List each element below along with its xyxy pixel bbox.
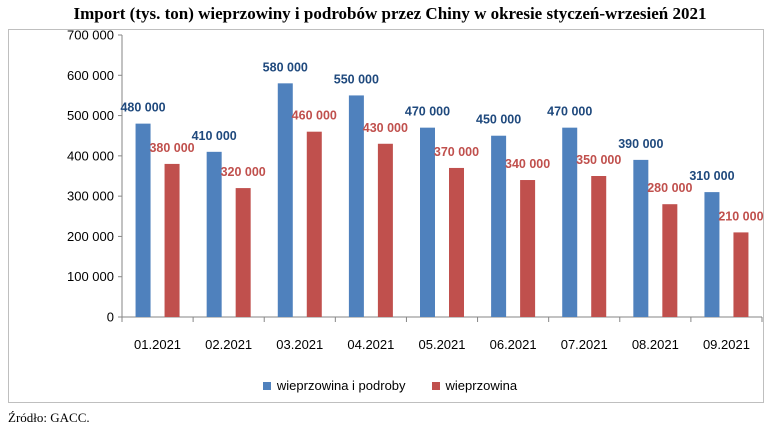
- y-tick-label: 400 000: [67, 148, 114, 163]
- data-label: 390 000: [618, 137, 663, 151]
- data-label: 580 000: [263, 60, 308, 74]
- bar-series-1: [562, 127, 578, 318]
- y-tick-label: 300 000: [67, 189, 114, 204]
- legend-swatch-red: [431, 381, 440, 390]
- legend-item-series-1: wieprzowina i podroby: [262, 378, 406, 393]
- y-tick-label: 700 000: [67, 28, 114, 43]
- bar-series-1: [277, 83, 293, 317]
- data-label: 320 000: [221, 165, 266, 179]
- x-tick-label: 07.2021: [561, 337, 608, 352]
- x-tick-label: 01.2021: [134, 337, 181, 352]
- legend-item-series-2: wieprzowina: [431, 378, 518, 393]
- data-label: 450 000: [476, 113, 521, 127]
- data-label: 210 000: [718, 209, 763, 223]
- bar-series-1: [135, 123, 151, 317]
- y-tick-label: 200 000: [67, 229, 114, 244]
- y-tick-label: 600 000: [67, 68, 114, 83]
- y-tick-label: 0: [107, 310, 114, 325]
- x-tick-label: 05.2021: [419, 337, 466, 352]
- y-tick-label: 500 000: [67, 108, 114, 123]
- legend-swatch-blue: [262, 381, 271, 390]
- chart-bars: [135, 83, 749, 318]
- bar-series-2: [235, 188, 251, 317]
- bar-series-1: [704, 192, 720, 317]
- bar-series-1: [348, 95, 364, 317]
- data-label: 280 000: [647, 181, 692, 195]
- bar-series-1: [633, 159, 649, 317]
- data-label: 470 000: [405, 105, 450, 119]
- bar-series-2: [662, 204, 678, 317]
- bar-series-1: [206, 151, 222, 317]
- data-label: 350 000: [576, 153, 621, 167]
- y-tick-label: 100 000: [67, 269, 114, 284]
- bar-series-2: [733, 232, 749, 317]
- data-label: 370 000: [434, 145, 479, 159]
- bar-series-2: [164, 163, 180, 317]
- x-tick-label: 08.2021: [632, 337, 679, 352]
- bar-series-2: [520, 180, 536, 317]
- data-label: 310 000: [689, 169, 734, 183]
- x-tick-label: 04.2021: [347, 337, 394, 352]
- source-note: Źródło: GACC.: [8, 410, 90, 425]
- bar-series-1: [491, 135, 507, 317]
- data-label: 380 000: [149, 141, 194, 155]
- legend-label-series-2: wieprzowina: [445, 378, 518, 393]
- legend-label-series-1: wieprzowina i podroby: [276, 378, 406, 393]
- x-tick-label: 06.2021: [490, 337, 537, 352]
- bar-series-2: [591, 176, 607, 317]
- bar-series-2: [377, 143, 393, 317]
- data-label: 550 000: [334, 72, 379, 86]
- data-label: 460 000: [292, 109, 337, 123]
- data-label: 470 000: [547, 105, 592, 119]
- data-label: 480 000: [120, 101, 165, 115]
- x-tick-label: 02.2021: [205, 337, 252, 352]
- data-label: 340 000: [505, 157, 550, 171]
- bar-series-2: [449, 167, 464, 317]
- x-tick-label: 09.2021: [703, 337, 750, 352]
- bar-series-2: [306, 131, 322, 317]
- chart-axes: 0 100 000 200 000 300 000 400 000 500 000 600 …: [67, 28, 763, 352]
- data-label: 410 000: [192, 129, 237, 143]
- data-label: 430 000: [363, 121, 408, 135]
- chart-legend: wieprzowina i podroby wieprzowina: [0, 378, 780, 393]
- bar-series-1: [420, 127, 435, 318]
- x-tick-label: 03.2021: [276, 337, 323, 352]
- chart-frame: [8, 29, 764, 403]
- chart-title: Import (tys. ton) wieprzowiny i podrobów…: [73, 4, 707, 23]
